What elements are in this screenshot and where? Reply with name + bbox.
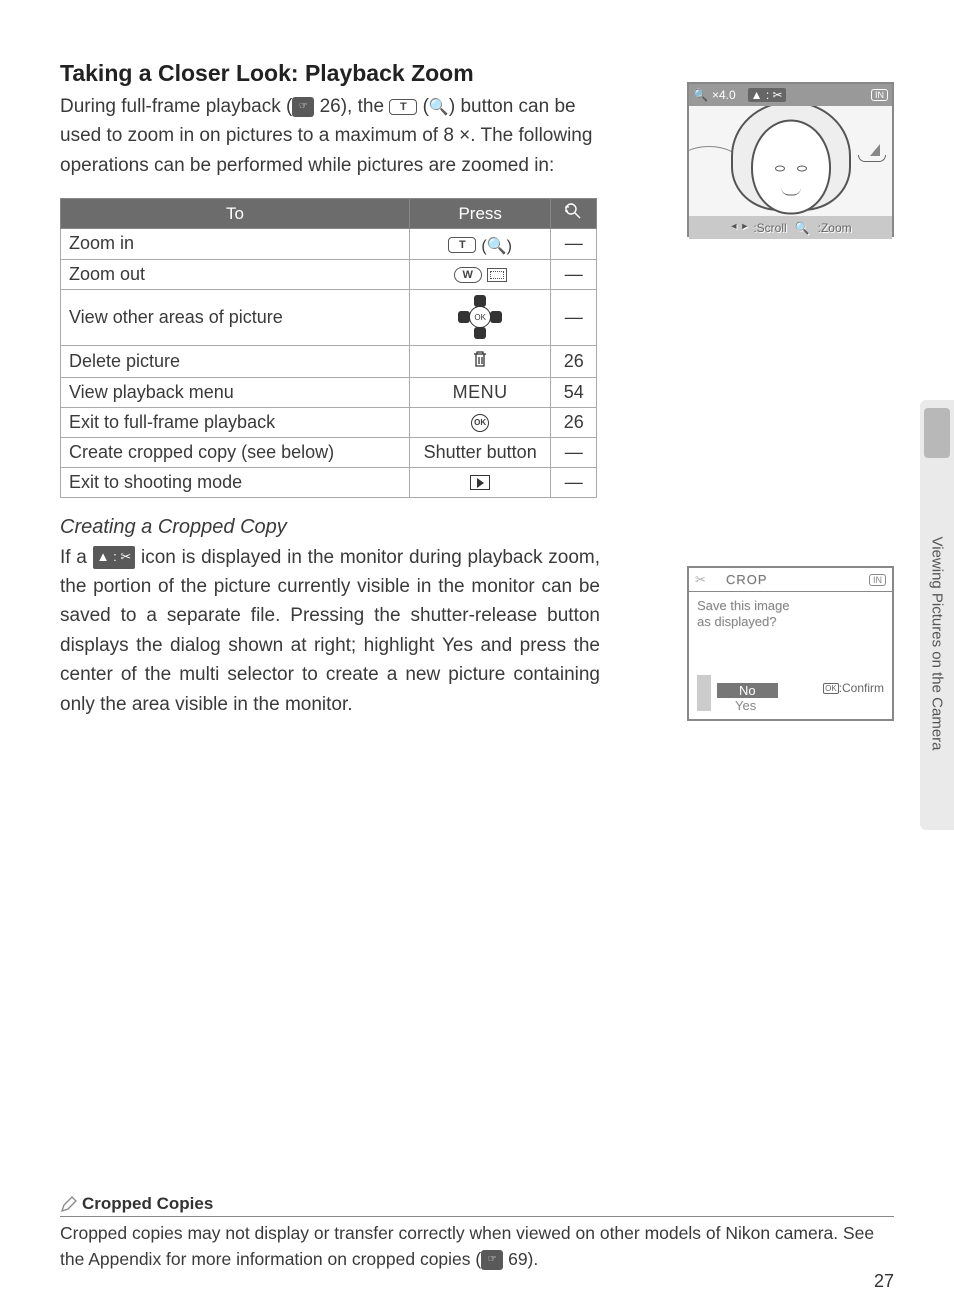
cell-to: Create cropped copy (see below)	[61, 437, 410, 467]
cell-to: View playback menu	[61, 377, 410, 407]
cell-press	[409, 345, 551, 377]
table-row: View other areas of picture OK —	[61, 289, 597, 345]
scissors-icon: ✂	[695, 572, 706, 588]
zoom-top-bar: 🔍 ×4.0 ▲ : ✂ IN	[689, 84, 892, 106]
note-title-text: Cropped Copies	[82, 1194, 213, 1214]
cell-press	[409, 467, 551, 497]
zoom-level: ×4.0	[712, 88, 736, 102]
crop-no: No	[717, 683, 778, 698]
crop-options: No Yes	[717, 683, 778, 713]
book-ref-icon: ☞	[292, 97, 314, 117]
zoom-hint: :Zoom	[818, 221, 852, 235]
scroll-hint: :Scroll	[753, 221, 786, 235]
zoom-operations-table: To Press Zoom inT (🔍)—Zoom outW —View ot…	[60, 198, 597, 497]
cell-to: Delete picture	[61, 345, 410, 377]
side-tab-label: Viewing Pictures on the Camera	[929, 537, 946, 751]
cell-to: Zoom out	[61, 259, 410, 289]
note-title: Cropped Copies	[60, 1194, 894, 1217]
ok-button-icon: OK	[471, 414, 489, 432]
col-to: To	[61, 199, 410, 229]
intro-text: During full-frame playback (	[60, 96, 292, 117]
cell-to: Exit to shooting mode	[61, 467, 410, 497]
col-press: Press	[409, 199, 551, 229]
crop-shutter-icon: ▲ : ✂	[93, 546, 136, 568]
table-row: Zoom out W —	[61, 259, 597, 289]
note-section: Cropped Copies Cropped copies may not di…	[60, 1194, 894, 1272]
table-row: Exit to full-frame playback OK 26	[61, 407, 597, 437]
selection-bar	[697, 675, 711, 711]
table-row: Exit to shooting mode —	[61, 467, 597, 497]
crop-paragraph: If a ▲ : ✂ icon is displayed in the moni…	[60, 543, 600, 720]
cell-ref: 54	[551, 377, 597, 407]
crop-subhead: Creating a Cropped Copy	[60, 516, 894, 539]
side-tab: Viewing Pictures on the Camera	[920, 400, 954, 830]
zoom-mag-icon: 🔍	[693, 88, 708, 102]
crop-dialog-header: ✂ CROP IN	[689, 568, 892, 592]
zoom-screenshot: 🔍 ×4.0 ▲ : ✂ IN :Scroll 🔍 :Zoom	[687, 82, 894, 237]
table-row: Create cropped copy (see below)Shutter b…	[61, 437, 597, 467]
cell-ref: —	[551, 437, 597, 467]
in-badge: IN	[871, 89, 888, 101]
cell-ref: —	[551, 289, 597, 345]
intro-paragraph: During full-frame playback (☞ 26), the T…	[60, 92, 600, 180]
multi-selector-icon: OK	[459, 296, 501, 338]
thumbnail-icon	[487, 268, 507, 282]
w-button-icon: W	[454, 267, 482, 283]
intro-ref: 26), the	[320, 96, 390, 117]
table-row: Delete picture 26	[61, 345, 597, 377]
cell-to: Exit to full-frame playback	[61, 407, 410, 437]
page-number: 27	[874, 1271, 894, 1292]
cell-ref: —	[551, 229, 597, 259]
arrow-pad-icon	[729, 221, 749, 235]
cell-ref: 26	[551, 345, 597, 377]
crop-icon: ▲ : ✂	[748, 88, 786, 102]
book-ref-icon: ☞	[481, 1250, 503, 1270]
note-text: Cropped copies may not display or transf…	[60, 1223, 874, 1268]
trash-icon	[472, 350, 488, 373]
play-icon	[470, 475, 490, 490]
crop-dialog-screenshot: ✂ CROP IN Save this image as displayed? …	[687, 566, 894, 721]
cell-press: W	[409, 259, 551, 289]
table-row: Zoom inT (🔍)—	[61, 229, 597, 259]
zoom-body	[689, 106, 892, 216]
table-row: View playback menu MENU 54	[61, 377, 597, 407]
cell-ref: 26	[551, 407, 597, 437]
cell-press: T (🔍)	[409, 229, 551, 259]
q-line2: as displayed?	[697, 614, 884, 630]
cell-to: Zoom in	[61, 229, 410, 259]
cell-press: Shutter button	[409, 437, 551, 467]
crop-text1: If a	[60, 547, 93, 568]
in-badge: IN	[869, 574, 886, 586]
cell-ref: —	[551, 259, 597, 289]
zoom-in-icon: 🔍	[429, 96, 449, 121]
t-button-icon: T	[448, 237, 476, 253]
t-button-icon: T	[389, 99, 417, 115]
menu-label: MENU	[453, 382, 508, 402]
side-tab-marker	[924, 408, 950, 458]
crop-yes: Yes	[717, 698, 778, 713]
crop-question: Save this image as displayed?	[689, 592, 892, 637]
note-body: Cropped copies may not display or transf…	[60, 1221, 894, 1272]
crop-title: CROP	[726, 572, 768, 587]
confirm-hint: OK:Confirm	[823, 681, 884, 695]
cell-ref: —	[551, 467, 597, 497]
cell-press: MENU	[409, 377, 551, 407]
q-line1: Save this image	[697, 598, 884, 614]
zoom-in-icon: (🔍)	[481, 236, 512, 256]
zoom-bottom-bar: :Scroll 🔍 :Zoom	[689, 216, 892, 239]
note-ref: 69).	[508, 1249, 538, 1269]
crop-yes: Yes	[442, 635, 473, 656]
cell-press: OK	[409, 289, 551, 345]
pencil-icon	[60, 1195, 78, 1213]
cell-to: View other areas of picture	[61, 289, 410, 345]
cell-press: OK	[409, 407, 551, 437]
col-ref	[551, 199, 597, 229]
